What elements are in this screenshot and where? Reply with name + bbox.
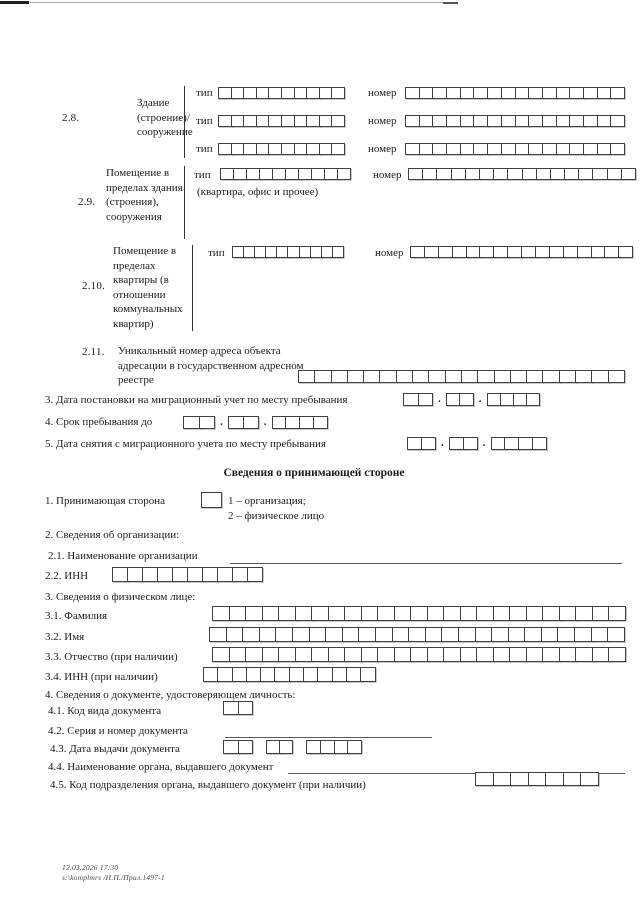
section-title: Сведения о принимающей стороне	[223, 467, 405, 479]
date-year-cells	[490, 437, 547, 450]
q41-label: 4.1. Код вида документа	[48, 705, 162, 717]
date-day-cells	[407, 437, 436, 450]
q2-label: 2. Сведения об организации:	[45, 529, 180, 541]
page-top-edge-mark	[0, 1, 29, 4]
q43-label: 4.3. Дата выдачи документа	[50, 743, 180, 755]
date-month-cells	[227, 416, 259, 429]
nomer-label: номер	[373, 169, 402, 181]
page-top-edge-line	[0, 2, 458, 3]
q22-label: 2.2. ИНН	[45, 570, 89, 582]
q1-label: 1. Принимающая сторона	[45, 495, 166, 507]
nomer-label: номер	[375, 247, 404, 259]
item-4-label: 4. Срок пребывания до	[45, 416, 153, 428]
date-separator: .	[220, 416, 223, 428]
footer-file-path: s:\komplmrs /Н.П./Прил.1497-1	[62, 873, 165, 882]
date-separator: .	[482, 437, 486, 449]
q1-option-person: 2 – физическое лицо	[228, 510, 325, 522]
q3-label: 3. Сведения о физическом лице:	[45, 591, 196, 603]
q22-inn-cells	[112, 567, 263, 582]
date-year-cells	[306, 740, 363, 754]
tip-label: тип	[196, 143, 213, 155]
date-day-cells	[183, 416, 215, 429]
gar-number-cells	[298, 370, 625, 383]
row-2-8-divider	[184, 86, 185, 158]
row-2-9-hint: (квартира, офис и прочее)	[197, 186, 319, 198]
q31-label: 3.1. Фамилия	[45, 610, 108, 622]
date-separator: .	[438, 393, 441, 405]
q44-label: 4.4. Наименование органа, выдавшего доку…	[48, 761, 274, 773]
nomer-label: номер	[368, 115, 397, 127]
q45-label: 4.5. Код подразделения органа, выдавшего…	[50, 779, 366, 791]
row-2-10-number: 2.10.	[82, 280, 105, 292]
q1-option-organization: 1 – организация;	[228, 495, 306, 507]
tip-label: тип	[208, 247, 225, 259]
item-4-date-cells: . .	[183, 416, 328, 429]
tip-label: тип	[194, 169, 211, 181]
item-5-date-cells: . .	[407, 437, 547, 450]
item-3-date-cells: . .	[403, 393, 540, 406]
q21-fill-line	[230, 563, 622, 564]
tip-cells-2-9	[220, 168, 351, 180]
q41-doc-code-cells	[223, 701, 253, 715]
q42-label: 4.2. Серия и номер документа	[48, 725, 188, 737]
nomer-cells-row3	[405, 143, 625, 155]
nomer-cells-2-10	[410, 246, 634, 258]
row-2-9-number: 2.9.	[78, 196, 96, 208]
nomer-label: номер	[368, 87, 397, 99]
nomer-cells-row1	[405, 87, 625, 99]
q34-inn-cells	[203, 667, 376, 682]
date-year-cells	[486, 393, 540, 406]
row-2-10-divider	[192, 245, 193, 331]
q34-label: 3.4. ИНН (при наличии)	[45, 671, 158, 683]
date-separator: .	[441, 437, 444, 449]
q44-fill-line	[288, 773, 625, 774]
row-2-10-label: Помещение в пределах квартиры (в отношен…	[113, 245, 183, 330]
nomer-cells-2-9	[408, 168, 636, 180]
date-separator: .	[478, 393, 482, 405]
q45-unit-code-cells	[475, 772, 599, 786]
row-2-11-number: 2.11.	[82, 346, 105, 358]
item-3-label: 3. Дата постановки на миграционный учет …	[45, 394, 348, 406]
row-2-8-number: 2.8.	[62, 112, 80, 124]
date-separator: .	[263, 416, 267, 428]
q32-label: 3.2. Имя	[45, 631, 85, 643]
row-2-9-label: Помещение в пределах здания (строения), …	[106, 167, 183, 223]
page-top-edge-tip	[443, 2, 458, 4]
q43-date-cells	[223, 740, 363, 754]
date-month-cells	[445, 393, 474, 406]
date-day-cells	[223, 740, 253, 754]
date-year-cells	[271, 416, 328, 429]
row-2-8-label: Здание (строение)/ сооружение	[137, 97, 193, 138]
q33-label: 3.3. Отчество (при наличии)	[45, 651, 178, 663]
nomer-label: номер	[368, 143, 397, 155]
tip-label: тип	[196, 115, 213, 127]
date-month-cells	[266, 740, 293, 754]
tip-cells-row1	[218, 87, 345, 99]
footer-timestamp: 12.03.2026 17:30	[62, 863, 119, 872]
tip-cells-2-10	[232, 246, 344, 258]
row-2-9-divider	[184, 166, 185, 239]
tip-cells-row2	[218, 115, 345, 127]
date-day-cells	[403, 393, 433, 406]
date-month-cells	[448, 437, 478, 450]
item-5-label: 5. Дата снятия с миграционного учета по …	[45, 438, 326, 450]
row-2-11-label: Уникальный номер адреса объекта адресаци…	[118, 345, 304, 386]
q4-label: 4. Сведения о документе, удостоверяющем …	[45, 689, 296, 701]
q1-choice-box	[201, 492, 222, 508]
q32-name-cells	[209, 627, 625, 642]
q33-patronymic-cells	[212, 647, 626, 662]
q42-fill-line	[225, 737, 432, 738]
q21-label: 2.1. Наименование организации	[48, 550, 198, 562]
tip-cells-row3	[218, 143, 345, 155]
q31-surname-cells	[212, 606, 626, 621]
tip-label: тип	[196, 87, 213, 99]
nomer-cells-row2	[405, 115, 625, 127]
